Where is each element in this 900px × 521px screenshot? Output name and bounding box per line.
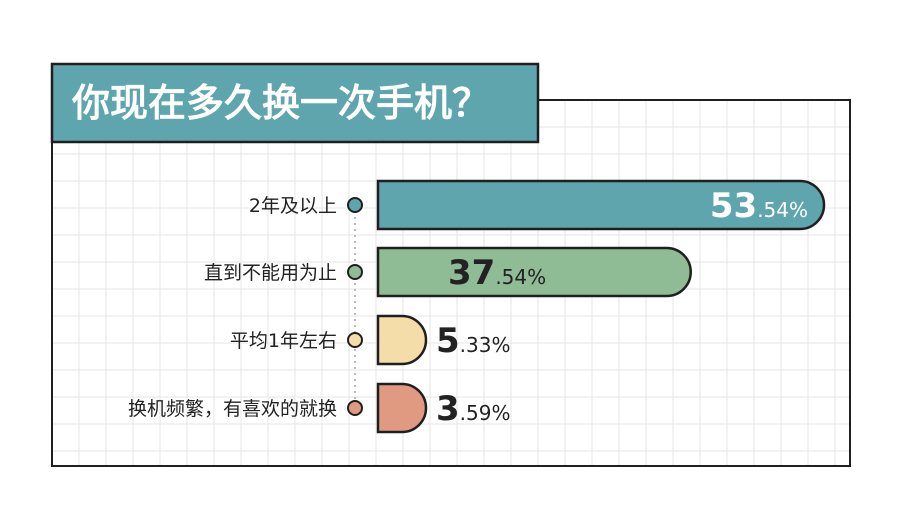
value-label: 53.54% [710, 186, 808, 226]
bar-row: 2年及以上 53.54% [249, 179, 826, 231]
category-label: 平均1年左右 [230, 330, 337, 352]
value-label: 3.59% [436, 389, 510, 429]
bar-row: 直到不能用为止 37.54% [204, 246, 692, 298]
category-label: 2年及以上 [249, 195, 337, 217]
value-label: 37.54% [448, 253, 546, 293]
bar [376, 382, 428, 434]
bar [376, 246, 692, 298]
value-label: 5.33% [436, 321, 510, 361]
bar [376, 314, 428, 366]
bar [376, 179, 826, 231]
bar-row: 换机频繁，有喜欢的就换 3.59% [128, 382, 510, 434]
category-marker [347, 197, 363, 213]
bar-rows: 2年及以上 53.54% 直到不能用为止 37.54% 平均1年左右 5.33% 换机频繁，… [128, 179, 826, 434]
category-label: 换机频繁，有喜欢的就换 [128, 398, 337, 420]
category-marker [347, 400, 363, 416]
category-marker [347, 264, 363, 280]
chart-title: 你现在多久换一次手机？ [71, 81, 490, 125]
title-box [50, 62, 540, 144]
bar-row: 平均1年左右 5.33% [230, 314, 510, 366]
category-label: 直到不能用为止 [204, 262, 337, 284]
category-marker [347, 332, 363, 348]
